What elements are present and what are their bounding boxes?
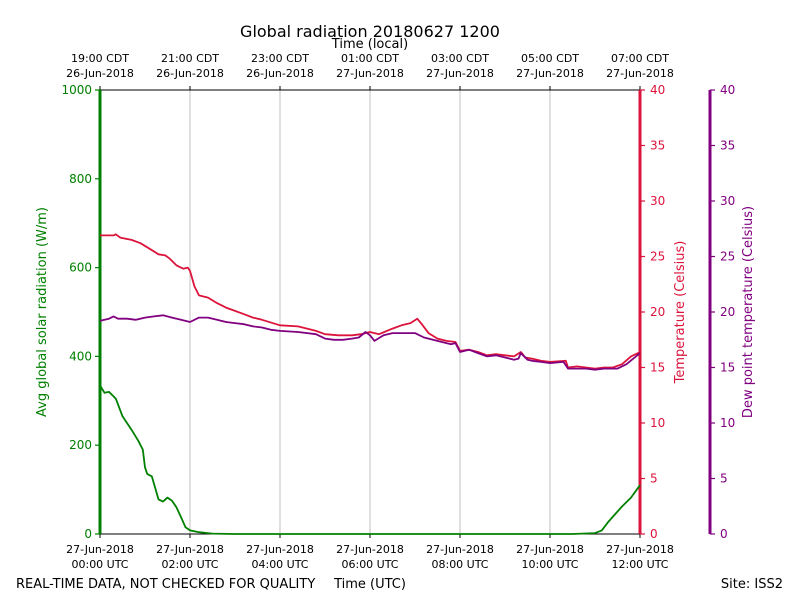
radiation-tick-label: 0 bbox=[84, 527, 92, 541]
radiation-series-line bbox=[99, 384, 641, 535]
top-tick-time: 23:00 CDT bbox=[251, 52, 309, 65]
dewpoint-tick-label: 35 bbox=[720, 139, 735, 153]
temperature-tick-label: 5 bbox=[650, 472, 658, 486]
radiation-tick-label: 800 bbox=[69, 172, 92, 186]
radiation-tick-label: 200 bbox=[69, 438, 92, 452]
bottom-axis-label: Time (UTC) bbox=[333, 577, 406, 592]
dewpoint-series-line bbox=[99, 314, 641, 371]
quality-disclaimer: REAL-TIME DATA, NOT CHECKED FOR QUALITY bbox=[16, 577, 315, 592]
top-tick-date: 27-Jun-2018 bbox=[336, 67, 404, 80]
dewpoint-tick-label: 15 bbox=[720, 361, 735, 375]
site-label: Site: ISS2 bbox=[721, 577, 783, 592]
bottom-tick-date: 27-Jun-2018 bbox=[426, 543, 494, 556]
bottom-tick-date: 27-Jun-2018 bbox=[246, 543, 314, 556]
bottom-tick-time: 06:00 UTC bbox=[341, 558, 398, 571]
top-tick-date: 27-Jun-2018 bbox=[606, 67, 674, 80]
temperature-tick-label: 0 bbox=[650, 527, 658, 541]
bottom-tick-time: 02:00 UTC bbox=[161, 558, 218, 571]
top-tick-time: 19:00 CDT bbox=[71, 52, 129, 65]
radiation-tick-label: 400 bbox=[69, 349, 92, 363]
top-tick-date: 26-Jun-2018 bbox=[66, 67, 134, 80]
top-tick-date: 27-Jun-2018 bbox=[426, 67, 494, 80]
dewpoint-tick-label: 10 bbox=[720, 416, 735, 430]
plot-area: 27-Jun-2018 00:00 UTC 27-Jun-2018 02:00 UTC… bbox=[61, 52, 735, 571]
temperature-tick-label: 30 bbox=[650, 194, 665, 208]
dewpoint-tick-label: 20 bbox=[720, 305, 735, 319]
bottom-tick-time: 08:00 UTC bbox=[431, 558, 488, 571]
bottom-tick-date: 27-Jun-2018 bbox=[336, 543, 404, 556]
dewpoint-axis-label: Dew point temperature (Celsius) bbox=[741, 206, 756, 418]
bottom-tick-time: 12:00 UTC bbox=[611, 558, 668, 571]
top-tick-date: 26-Jun-2018 bbox=[156, 67, 224, 80]
bottom-tick-time: 10:00 UTC bbox=[521, 558, 578, 571]
top-tick-date: 27-Jun-2018 bbox=[516, 67, 584, 80]
radiation-axis-label: Avg global solar radiation (W/m) bbox=[35, 207, 50, 417]
dewpoint-tick-label: 0 bbox=[720, 527, 728, 541]
temperature-tick-label: 35 bbox=[650, 139, 665, 153]
top-axis-label: Time (local) bbox=[331, 37, 408, 52]
dewpoint-tick-label: 30 bbox=[720, 194, 735, 208]
top-tick-time: 05:00 CDT bbox=[521, 52, 579, 65]
top-tick-time: 21:00 CDT bbox=[161, 52, 219, 65]
dewpoint-tick-label: 40 bbox=[720, 83, 735, 97]
temperature-axis-label: Temperature (Celsius) bbox=[673, 241, 688, 385]
temperature-series-line bbox=[100, 233, 641, 370]
bottom-tick-date: 27-Jun-2018 bbox=[156, 543, 224, 556]
temperature-tick-label: 25 bbox=[650, 250, 665, 264]
radiation-tick-label: 600 bbox=[69, 261, 92, 275]
dewpoint-tick-label: 5 bbox=[720, 472, 728, 486]
temperature-tick-label: 15 bbox=[650, 361, 665, 375]
top-tick-time: 07:00 CDT bbox=[611, 52, 669, 65]
chart-title: Global radiation 20180627 1200 bbox=[240, 22, 500, 41]
top-tick-time: 01:00 CDT bbox=[341, 52, 399, 65]
bottom-tick-date: 27-Jun-2018 bbox=[66, 543, 134, 556]
temperature-tick-label: 40 bbox=[650, 83, 665, 97]
top-tick-date: 26-Jun-2018 bbox=[246, 67, 314, 80]
bottom-tick-date: 27-Jun-2018 bbox=[516, 543, 584, 556]
bottom-tick-time: 00:00 UTC bbox=[71, 558, 128, 571]
radiation-tick-label: 1000 bbox=[61, 83, 92, 97]
temperature-tick-label: 20 bbox=[650, 305, 665, 319]
temperature-tick-label: 10 bbox=[650, 416, 665, 430]
bottom-tick-time: 04:00 UTC bbox=[251, 558, 308, 571]
bottom-tick-date: 27-Jun-2018 bbox=[606, 543, 674, 556]
top-tick-time: 03:00 CDT bbox=[431, 52, 489, 65]
dewpoint-tick-label: 25 bbox=[720, 250, 735, 264]
